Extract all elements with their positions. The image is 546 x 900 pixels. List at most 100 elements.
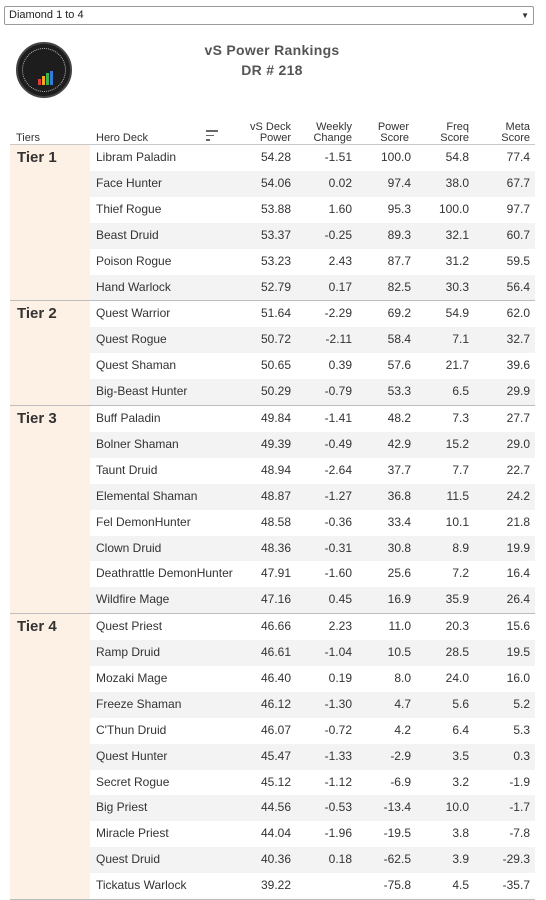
table-row[interactable]: Secret Rogue 45.12 -1.12 -6.9 3.2 -1.9 [90,770,535,796]
tier-label: Tier 4 [17,618,57,636]
deck-name: Clown Druid [96,540,162,555]
meta-score: -29.3 [502,852,530,867]
weekly-change: -0.79 [324,384,352,399]
deck-name: Poison Rogue [96,253,172,268]
weekly-change: 0.39 [328,358,352,373]
table-row[interactable]: Tickatus Warlock 39.22 -75.8 4.5 -35.7 [90,873,535,899]
table-row[interactable]: Mozaki Mage 46.40 0.19 8.0 24.0 16.0 [90,666,535,692]
freq-score: 10.0 [445,800,469,815]
deck-name: Big Priest [96,800,148,815]
table-row[interactable]: Quest Rogue 50.72 -2.11 58.4 7.1 32.7 [90,327,535,354]
tier-label-cell: Tier 1 [10,145,90,301]
table-row[interactable]: Ramp Druid 46.61 -1.04 10.5 28.5 19.5 [90,640,535,666]
freq-score: 31.2 [445,253,469,268]
table-row[interactable]: Quest Hunter 45.47 -1.33 -2.9 3.5 0.3 [90,743,535,770]
tier-label-cell: Tier 4 [10,614,90,900]
table-row[interactable]: Quest Druid 40.36 0.18 -62.5 3.9 -29.3 [90,847,535,874]
freq-score: 7.7 [452,462,469,477]
col-header-change: Weekly Change [313,121,352,144]
table-row[interactable]: Deathrattle DemonHunter 47.91 -1.60 25.6 7.2… [90,561,535,587]
freq-score: 7.3 [452,411,469,425]
table-row[interactable]: Hand Warlock 52.79 0.17 82.5 30.3 56.4 [90,274,535,301]
weekly-change: -0.31 [324,540,352,555]
power-score: -2.9 [390,748,411,763]
power-score: -62.5 [383,852,411,867]
meta-score: 29.9 [506,384,530,399]
tier-divider [10,404,535,406]
weekly-change: -2.29 [324,306,352,321]
deck-power: 48.94 [260,462,291,477]
freq-score: 3.8 [452,826,469,841]
table-row[interactable]: Freeze Shaman 46.12 -1.30 4.7 5.6 5.2 [90,691,535,718]
deck-power: 53.88 [260,201,291,216]
meta-score: 16.4 [506,566,530,581]
table-row[interactable]: Beast Druid 53.37 -0.25 89.3 32.1 60.7 [90,222,535,249]
tier-block: Tier 2 Quest Warrior 51.64 -2.29 69.2 54.9 62.… [10,301,535,406]
deck-name: Fel DemonHunter [96,514,191,529]
table-row[interactable]: Quest Priest 46.66 2.23 11.0 20.3 15.6 [90,614,535,640]
table-row[interactable]: Thief Rogue 53.88 1.60 95.3 100.0 97.7 [90,197,535,223]
meta-score: 15.6 [506,619,530,634]
table-row[interactable]: Quest Warrior 51.64 -2.29 69.2 54.9 62.0 [90,301,535,327]
weekly-change: -2.64 [324,462,352,477]
table-row[interactable]: Buff Paladin 49.84 -1.41 48.2 7.3 27.7 [90,406,535,432]
deck-power: 46.61 [260,645,291,660]
power-score: 97.4 [387,175,411,190]
freq-score: 7.2 [452,566,469,581]
power-score: 33.4 [387,514,411,529]
table-row[interactable]: Fel DemonHunter 48.58 -0.36 33.4 10.1 21.8 [90,510,535,536]
col-header-power: vS Deck Power [250,121,291,144]
deck-power: 51.64 [260,306,291,321]
col-header-tiers: Tiers [16,132,41,144]
freq-score: 30.3 [445,279,469,294]
deck-power: 47.16 [260,592,291,607]
weekly-change: -0.49 [324,436,352,451]
deck-name: Face Hunter [96,175,163,190]
table-row[interactable]: Taunt Druid 48.94 -2.64 37.7 7.7 22.7 [90,458,535,484]
deck-name: Quest Warrior [96,306,171,321]
deck-power: 53.37 [260,227,291,242]
power-score: 37.7 [387,462,411,477]
freq-score: 10.1 [445,514,469,529]
weekly-change: -0.25 [324,227,352,242]
weekly-change: 2.43 [328,253,352,268]
freq-score: 5.6 [452,696,469,711]
table-row[interactable]: Clown Druid 48.36 -0.31 30.8 8.9 19.9 [90,535,535,562]
deck-name: Wildfire Mage [96,592,170,607]
table-row[interactable]: Big-Beast Hunter 50.29 -0.79 53.3 6.5 29.9 [90,379,535,405]
table-row[interactable]: Libram Paladin 54.28 -1.51 100.0 54.8 77.4 [90,145,535,171]
meta-score: 19.9 [506,540,530,555]
deck-power: 44.04 [260,826,291,841]
freq-score: 3.5 [452,748,469,763]
power-score: 95.3 [387,201,411,216]
power-score: 25.6 [387,566,411,581]
weekly-change: -1.04 [324,645,352,660]
rank-filter-value: Diamond 1 to 4 [9,9,84,21]
power-score: 69.2 [387,306,411,321]
weekly-change: -1.33 [324,748,352,763]
deck-power: 48.36 [260,540,291,555]
tier-block: Tier 1 Libram Paladin 54.28 -1.51 100.0 54.8 7… [10,145,535,302]
meta-score: 29.0 [506,436,530,451]
rank-filter-dropdown[interactable]: Diamond 1 to 4 ▼ [4,6,534,25]
table-row[interactable]: Miracle Priest 44.04 -1.96 -19.5 3.8 -7.8 [90,821,535,847]
table-row[interactable]: C'Thun Druid 46.07 -0.72 4.2 6.4 5.3 [90,718,535,744]
table-row[interactable]: Elemental Shaman 48.87 -1.27 36.8 11.5 24.2 [90,483,535,510]
table-row[interactable]: Big Priest 44.56 -0.53 -13.4 10.0 -1.7 [90,795,535,822]
table-row[interactable]: Wildfire Mage 47.16 0.45 16.9 35.9 26.4 [90,587,535,614]
freq-score: 3.2 [452,774,469,789]
table-row[interactable]: Poison Rogue 53.23 2.43 87.7 31.2 59.5 [90,249,535,275]
deck-power: 49.84 [260,411,291,425]
meta-score: 24.2 [506,488,530,503]
weekly-change: -1.96 [324,826,352,841]
meta-score: -35.7 [502,878,530,893]
table-row[interactable]: Quest Shaman 50.65 0.39 57.6 21.7 39.6 [90,353,535,379]
freq-score: 3.9 [452,852,469,867]
table-row[interactable]: Bolner Shaman 49.39 -0.49 42.9 15.2 29.0 [90,431,535,458]
meta-score: -7.8 [509,826,530,841]
meta-score: -1.7 [509,800,530,815]
sort-icon[interactable] [206,130,218,141]
table-row[interactable]: Face Hunter 54.06 0.02 97.4 38.0 67.7 [90,170,535,197]
weekly-change: -0.72 [324,722,352,737]
deck-name: Quest Druid [96,852,161,867]
